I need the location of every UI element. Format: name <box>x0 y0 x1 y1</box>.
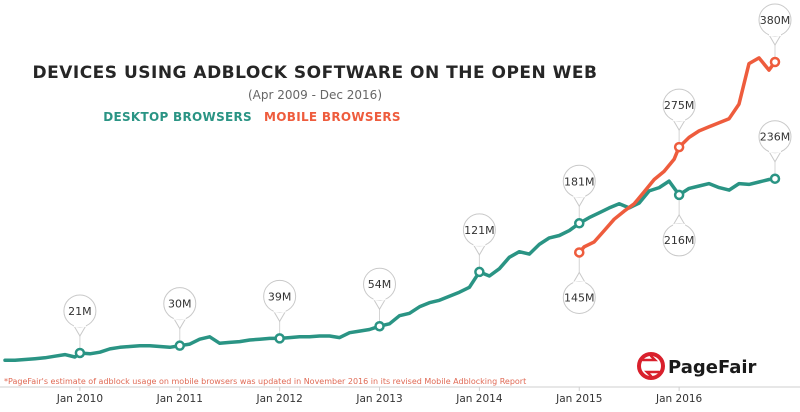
callout-label: 121M <box>464 224 495 237</box>
callout-label: 39M <box>268 290 292 303</box>
data-point-marker <box>574 247 585 258</box>
callout-label: 275M <box>664 99 695 112</box>
callout-380M: 380M <box>758 3 792 62</box>
callout-label: 21M <box>68 305 92 318</box>
x-tick-label: Jan 2014 <box>455 393 503 405</box>
pagefair-logo-icon <box>637 352 665 380</box>
data-point-marker <box>769 173 781 184</box>
series-line-desktop <box>3 176 777 363</box>
data-point-marker <box>174 340 186 351</box>
callout-54M: 54M <box>363 267 397 327</box>
data-point-marker <box>274 333 285 344</box>
callout-label: 216M <box>664 234 695 247</box>
chart-title: DEVICES USING ADBLOCK SOFTWARE ON THE OP… <box>32 63 597 83</box>
data-point-marker <box>673 141 685 153</box>
x-tick-label: Jan 2011 <box>156 393 203 405</box>
data-point-marker <box>374 320 385 332</box>
callout-label: 54M <box>368 278 392 291</box>
callout-145M: 145M <box>562 252 596 314</box>
chart-subtitle: (Apr 2009 - Dec 2016) <box>248 88 382 102</box>
callout-label: 145M <box>564 291 595 304</box>
x-tick-label: Jan 2010 <box>56 393 103 405</box>
callout-121M: 121M <box>462 213 496 272</box>
callout-label: 30M <box>168 298 192 311</box>
legend-mobile: MOBILE BROWSERS <box>264 110 401 124</box>
x-tick-label: Jan 2016 <box>655 393 703 405</box>
callout-181M: 181M <box>562 164 596 224</box>
data-point-marker <box>74 347 86 359</box>
callout-label: 236M <box>760 131 791 144</box>
footnote: *PageFair's estimate of adblock usage on… <box>4 377 526 386</box>
data-point-marker <box>474 266 485 278</box>
callout-39M: 39M <box>263 279 297 339</box>
brand-logo: PageFair <box>637 352 757 380</box>
callout-30M: 30M <box>163 287 197 346</box>
callout-21M: 21M <box>63 294 97 353</box>
data-point-marker <box>769 56 781 68</box>
legend-desktop: DESKTOP BROWSERS <box>103 110 252 124</box>
x-tick-label: Jan 2013 <box>355 393 402 405</box>
series-line-mobile <box>577 56 777 255</box>
brand-name: PageFair <box>668 357 757 378</box>
callout-216M: 216M <box>662 194 696 257</box>
data-point-marker <box>574 218 585 229</box>
data-point-marker <box>673 189 685 201</box>
callout-236M: 236M <box>758 120 792 179</box>
x-tick-label: Jan 2012 <box>256 393 303 405</box>
callout-label: 181M <box>564 175 595 188</box>
pagefair-logo-arrow-icon <box>641 354 661 378</box>
callout-label: 380M <box>760 14 791 27</box>
x-tick-label: Jan 2015 <box>555 393 602 405</box>
